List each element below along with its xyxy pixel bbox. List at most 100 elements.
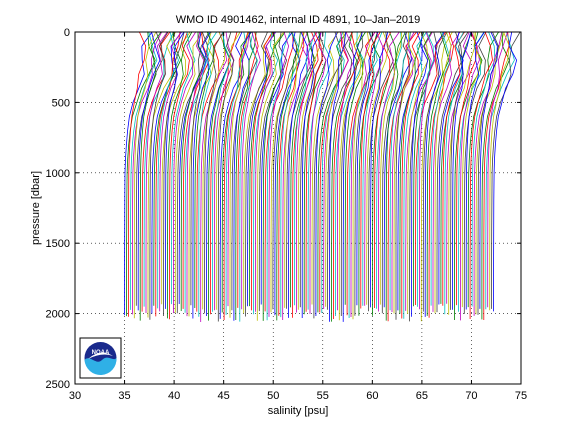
profile-line xyxy=(389,31,411,311)
profile-line xyxy=(188,31,216,317)
x-tick-label: 65 xyxy=(416,390,428,402)
y-tick-label: 1000 xyxy=(46,168,70,180)
profile-line xyxy=(264,31,294,312)
profile-line xyxy=(297,31,321,310)
profile-line xyxy=(184,31,212,313)
profile-line xyxy=(366,31,389,305)
profile-line xyxy=(128,31,147,317)
profile-line xyxy=(489,31,510,311)
profile-line xyxy=(255,31,276,312)
profile-line xyxy=(372,31,397,316)
profile-line xyxy=(337,31,355,311)
profile-line xyxy=(258,31,288,312)
profile-line xyxy=(153,31,182,306)
profile-line xyxy=(422,31,448,312)
profile-line xyxy=(329,31,347,322)
x-tick-label: 40 xyxy=(168,390,180,402)
profile-line xyxy=(450,31,469,310)
profile-line xyxy=(200,31,228,322)
profile-line xyxy=(471,31,496,307)
profile-line xyxy=(350,31,376,317)
profile-line xyxy=(174,31,204,313)
profile-line xyxy=(192,31,211,319)
profile-line xyxy=(444,31,465,315)
profile-line xyxy=(235,31,257,320)
profile-line xyxy=(479,31,498,309)
profile-line xyxy=(413,31,432,307)
profile-line xyxy=(202,31,226,310)
profile-line xyxy=(323,31,349,309)
profile-line xyxy=(305,31,323,312)
profile-line xyxy=(133,31,157,319)
x-tick-label: 35 xyxy=(118,390,130,402)
y-tick-label: 2500 xyxy=(46,379,70,391)
profile-line xyxy=(124,31,153,316)
profile-line xyxy=(346,31,376,316)
profile-line xyxy=(303,31,327,315)
profile-line xyxy=(362,31,383,306)
profile-line xyxy=(354,31,376,316)
profile-line xyxy=(469,31,493,319)
profile-line xyxy=(139,31,162,321)
profile-line xyxy=(132,31,163,315)
profile-line xyxy=(231,31,258,311)
profile-line xyxy=(342,31,363,322)
profile-line xyxy=(204,31,224,314)
profile-line xyxy=(454,31,483,320)
profile-line xyxy=(356,31,379,306)
profile-line xyxy=(460,31,480,321)
profile-line xyxy=(483,31,510,320)
profile-line xyxy=(409,31,438,322)
profile-line xyxy=(276,31,301,321)
profile-line xyxy=(325,31,345,307)
profile-line xyxy=(198,31,218,317)
profile-line xyxy=(307,31,333,310)
noaa-logo-text: NOAA xyxy=(92,350,110,356)
profile-line xyxy=(253,31,279,315)
profile-line xyxy=(424,31,445,317)
plot-frame xyxy=(74,31,522,385)
profile-line xyxy=(419,31,436,310)
profile-line xyxy=(239,31,258,322)
x-tick-label: 30 xyxy=(69,390,81,402)
profile-line xyxy=(256,31,285,321)
profile-line xyxy=(317,31,348,313)
profile-line xyxy=(196,31,225,312)
profile-line xyxy=(313,31,343,319)
profile-line xyxy=(225,31,247,315)
x-tick-label: 70 xyxy=(465,390,477,402)
profile-line xyxy=(173,31,197,314)
profile-line xyxy=(352,31,370,320)
profile-line xyxy=(245,31,270,317)
profile-line xyxy=(299,31,325,308)
chart-title: WMO ID 4901462, internal ID 4891, 10–Jan… xyxy=(176,14,421,26)
profile-line xyxy=(155,31,181,317)
profile-line xyxy=(430,31,452,306)
profile-line xyxy=(165,31,185,309)
y-tick-label: 0 xyxy=(64,27,70,39)
profile-line xyxy=(403,31,427,319)
profile-line xyxy=(467,31,499,308)
noaa-logo-wave xyxy=(84,357,117,376)
profile-line xyxy=(169,31,190,320)
profile-line xyxy=(294,31,316,306)
profile-line xyxy=(284,31,305,308)
profile-line xyxy=(401,31,421,319)
profile-line xyxy=(442,31,465,306)
profile-line xyxy=(309,31,327,314)
profile-line xyxy=(272,31,298,310)
profile-line xyxy=(167,31,193,319)
profile-line xyxy=(461,31,482,308)
x-axis-label: salinity [psu] xyxy=(268,405,329,417)
profile-line xyxy=(411,31,429,317)
profile-line xyxy=(456,31,478,306)
profile-line xyxy=(493,31,518,312)
profile-line xyxy=(376,31,403,309)
profile-line xyxy=(370,31,389,308)
profile-line xyxy=(481,31,510,320)
profile-line xyxy=(268,31,290,317)
profile-line xyxy=(247,31,277,307)
profile-line xyxy=(491,31,521,309)
x-tick-label: 50 xyxy=(267,390,279,402)
